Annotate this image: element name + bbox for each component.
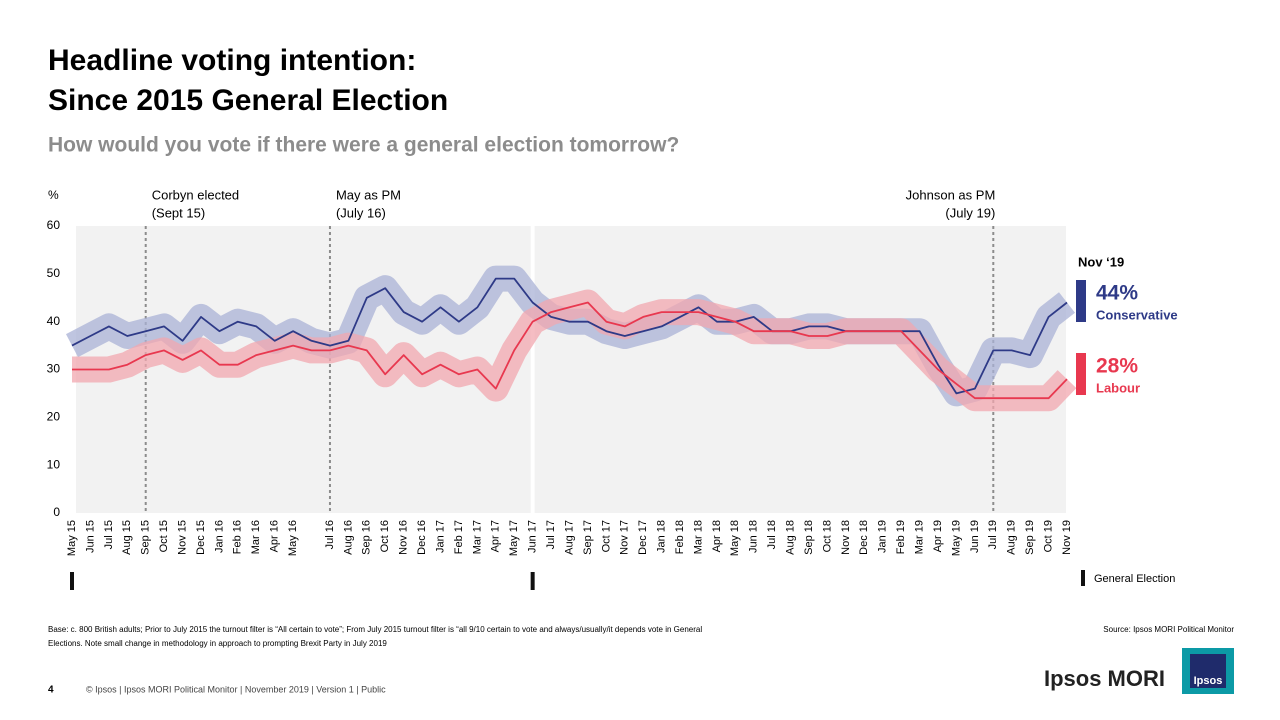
annotation-text: Johnson as PM (906, 187, 996, 202)
election-marker (530, 572, 535, 590)
y-tick-label: 50 (47, 266, 61, 280)
x-tick-label: Mar 19 (913, 520, 925, 554)
x-tick-label: Jan 17 (434, 520, 446, 553)
x-tick-label: Jun 17 (527, 520, 539, 553)
x-tick-label: Nov 18 (840, 520, 852, 555)
x-tick-label: Jul 19 (987, 520, 999, 549)
y-tick-label: 20 (47, 410, 61, 424)
y-tick-label: 60 (47, 218, 61, 232)
annotation-text: May as PM (336, 187, 401, 202)
x-tick-label: Feb 18 (674, 520, 686, 554)
x-tick-label: Aug 17 (563, 520, 575, 555)
x-tick-label: May 19 (950, 520, 962, 556)
x-tick-label: May 17 (508, 520, 520, 556)
x-tick-label: Sep 17 (582, 520, 594, 555)
x-tick-label: Nov 16 (398, 520, 410, 555)
x-tick-label: Jun 15 (84, 520, 96, 553)
x-tick-label: Apr 17 (490, 520, 502, 552)
x-tick-label: May 18 (729, 520, 741, 556)
x-tick-label: Jun 18 (748, 520, 760, 553)
x-tick-label: Jan 19 (877, 520, 889, 553)
page-number: 4 (48, 685, 54, 696)
annotation-text: Corbyn elected (152, 187, 239, 202)
x-tick-label: Apr 16 (269, 520, 281, 552)
x-tick-label: Jun 19 (969, 520, 981, 553)
x-tick-label: Nov 15 (176, 520, 188, 555)
title-line: Since 2015 General Election (48, 84, 448, 117)
legend-name: Labour (1096, 380, 1140, 395)
x-tick-label: Dec 17 (637, 520, 649, 555)
y-tick-label: 0 (53, 505, 60, 519)
footer: © Ipsos | Ipsos MORI Political Monitor |… (86, 684, 386, 694)
logo-badge-text: Ipsos (1194, 675, 1223, 687)
x-tick-label: Sep 15 (140, 520, 152, 555)
base-note: Base: c. 800 British adults; Prior to Ju… (48, 625, 702, 634)
x-tick-label: Nov 19 (1061, 520, 1073, 555)
y-tick-label: 10 (47, 457, 61, 471)
x-tick-label: Jul 16 (324, 520, 336, 549)
logo: Ipsos MORI (1044, 666, 1165, 691)
x-tick-label: Feb 17 (453, 520, 465, 554)
title-line: Headline voting intention: (48, 44, 416, 77)
x-tick-label: Jan 16 (213, 520, 225, 553)
x-tick-label: Sep 16 (361, 520, 373, 555)
x-tick-label: Mar 17 (471, 520, 483, 554)
x-tick-label: Aug 16 (342, 520, 354, 555)
series-line (72, 301, 1068, 400)
x-tick-label: Oct 18 (821, 520, 833, 552)
annotation-text: (Sept 15) (152, 205, 205, 220)
legend-election-label: General Election (1094, 573, 1175, 585)
subtitle: How would you vote if there were a gener… (48, 134, 679, 157)
x-tick-label: Aug 18 (785, 520, 797, 555)
x-tick-label: Jul 15 (103, 520, 115, 549)
x-tick-label: Jan 18 (656, 520, 668, 553)
x-tick-label: Jul 17 (545, 520, 557, 549)
logo-badge-inner (1190, 654, 1226, 688)
x-tick-label: Mar 16 (250, 520, 262, 554)
election-marker (70, 572, 74, 590)
x-tick-label: Sep 18 (803, 520, 815, 555)
legend-election-marker (1081, 570, 1085, 586)
x-tick-label: Aug 19 (1006, 520, 1018, 555)
legend-swatch (1076, 353, 1086, 395)
x-tick-label: Aug 15 (121, 520, 133, 555)
x-tick-label: Feb 16 (232, 520, 244, 554)
x-tick-label: Mar 18 (692, 520, 704, 554)
annotation-text: (July 19) (945, 205, 995, 220)
x-tick-label: May 16 (287, 520, 299, 556)
y-axis-label: % (48, 188, 59, 202)
legend-name: Conservative (1096, 307, 1178, 322)
x-tick-label: Sep 19 (1024, 520, 1036, 555)
legend-value: 44% (1096, 282, 1138, 305)
x-tick-label: Apr 19 (932, 520, 944, 552)
x-tick-label: May 15 (66, 520, 78, 556)
x-tick-label: Dec 18 (858, 520, 870, 555)
x-tick-label: Apr 18 (711, 520, 723, 552)
x-tick-label: Oct 15 (158, 520, 170, 552)
x-tick-label: Dec 16 (416, 520, 428, 555)
legend-value: 28% (1096, 355, 1138, 378)
latest-heading: Nov ‘19 (1078, 254, 1124, 269)
legend-swatch (1076, 280, 1086, 322)
base-note: Elections. Note small change in methodol… (48, 639, 387, 648)
annotation-text: (July 16) (336, 205, 386, 220)
y-tick-label: 30 (47, 362, 61, 376)
x-tick-label: Oct 16 (379, 520, 391, 552)
x-tick-label: Nov 17 (619, 520, 631, 555)
x-tick-label: Oct 19 (1042, 520, 1054, 552)
y-tick-label: 40 (47, 314, 61, 328)
x-tick-label: Dec 15 (195, 520, 207, 555)
x-tick-label: Jul 18 (766, 520, 778, 549)
source: Source: Ipsos MORI Political Monitor (1103, 625, 1234, 634)
x-tick-label: Oct 17 (600, 520, 612, 552)
x-tick-label: Feb 19 (895, 520, 907, 554)
